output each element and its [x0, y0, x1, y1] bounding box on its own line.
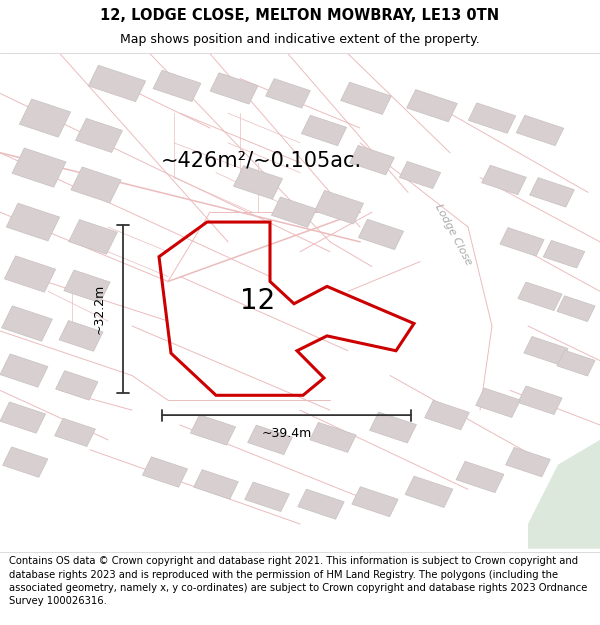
Polygon shape: [56, 371, 98, 400]
Polygon shape: [0, 402, 46, 433]
Text: ~32.2m: ~32.2m: [92, 284, 106, 334]
Polygon shape: [153, 70, 201, 102]
Polygon shape: [245, 482, 289, 511]
Polygon shape: [557, 350, 595, 376]
Polygon shape: [518, 386, 562, 414]
Polygon shape: [350, 146, 394, 175]
Polygon shape: [68, 219, 118, 254]
Polygon shape: [370, 412, 416, 443]
Polygon shape: [518, 282, 562, 311]
Polygon shape: [59, 321, 103, 351]
Polygon shape: [301, 115, 347, 146]
Polygon shape: [266, 79, 310, 108]
Polygon shape: [468, 103, 516, 133]
Polygon shape: [407, 89, 457, 122]
Polygon shape: [190, 415, 236, 445]
Polygon shape: [405, 476, 453, 508]
Polygon shape: [500, 228, 544, 256]
Polygon shape: [528, 440, 600, 549]
Polygon shape: [0, 354, 48, 387]
Polygon shape: [400, 161, 440, 189]
Polygon shape: [142, 457, 188, 488]
Polygon shape: [358, 219, 404, 249]
Text: 12: 12: [241, 288, 275, 315]
Polygon shape: [341, 82, 391, 114]
Polygon shape: [271, 197, 317, 228]
Polygon shape: [530, 177, 574, 207]
Polygon shape: [64, 270, 110, 302]
Text: ~426m²/~0.105ac.: ~426m²/~0.105ac.: [160, 150, 362, 170]
Text: Contains OS data © Crown copyright and database right 2021. This information is : Contains OS data © Crown copyright and d…: [9, 556, 587, 606]
Polygon shape: [543, 241, 585, 268]
Polygon shape: [2, 447, 48, 478]
Polygon shape: [456, 461, 504, 492]
Polygon shape: [76, 118, 122, 152]
Polygon shape: [4, 256, 56, 292]
Polygon shape: [557, 296, 595, 322]
Polygon shape: [88, 65, 146, 102]
Polygon shape: [482, 165, 526, 195]
Polygon shape: [210, 72, 258, 104]
Polygon shape: [352, 487, 398, 517]
Polygon shape: [310, 422, 356, 452]
Text: 12, LODGE CLOSE, MELTON MOWBRAY, LE13 0TN: 12, LODGE CLOSE, MELTON MOWBRAY, LE13 0T…: [100, 8, 500, 22]
Polygon shape: [298, 489, 344, 519]
Text: ~39.4m: ~39.4m: [262, 428, 311, 441]
Polygon shape: [12, 148, 66, 187]
Polygon shape: [19, 99, 71, 138]
Polygon shape: [71, 167, 121, 203]
Polygon shape: [6, 203, 60, 241]
Polygon shape: [233, 166, 283, 199]
Polygon shape: [55, 418, 95, 446]
Polygon shape: [425, 401, 469, 430]
Polygon shape: [314, 191, 364, 224]
Text: Map shows position and indicative extent of the property.: Map shows position and indicative extent…: [120, 33, 480, 46]
Polygon shape: [516, 115, 564, 146]
Polygon shape: [2, 306, 52, 341]
Polygon shape: [194, 469, 238, 499]
Polygon shape: [506, 448, 550, 477]
Polygon shape: [476, 388, 520, 418]
Text: Lodge Close: Lodge Close: [433, 202, 473, 267]
Polygon shape: [248, 425, 292, 454]
Polygon shape: [524, 336, 568, 365]
